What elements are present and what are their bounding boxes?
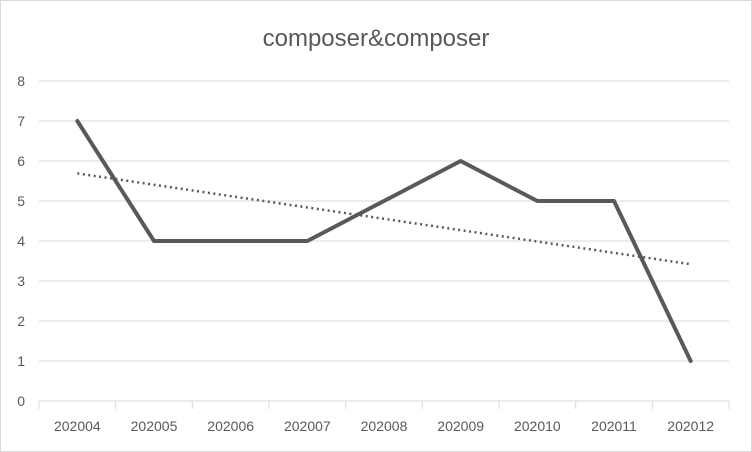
x-tick-label: 202007 (284, 418, 331, 434)
x-tick-label: 202006 (207, 418, 254, 434)
x-tick-label: 202008 (361, 418, 408, 434)
y-axis-ticks: 0 1 2 3 4 5 6 7 8 (17, 73, 25, 409)
chart-title: composer&composer (263, 25, 490, 52)
x-tick-label: 202010 (514, 418, 561, 434)
y-tick-label: 4 (17, 233, 25, 249)
trendline-layer (77, 172, 691, 266)
x-tick-label: 202009 (437, 418, 484, 434)
trendline (77, 172, 691, 266)
x-tick-label: 202005 (131, 418, 178, 434)
x-tick-label: 202011 (591, 418, 637, 434)
y-tick-label: 8 (17, 73, 25, 89)
x-tick-label: 202004 (54, 418, 101, 434)
x-axis-ticks: 202004 202005 202006 202007 202008 202009 2020… (38, 401, 730, 434)
gridlines (39, 80, 729, 402)
x-tick-label: 202012 (667, 418, 714, 434)
y-tick-label: 5 (17, 193, 25, 209)
series-layer (75, 119, 693, 363)
y-tick-label: 1 (17, 353, 25, 369)
y-tick-label: 3 (17, 273, 25, 289)
y-tick-label: 6 (17, 153, 25, 169)
y-tick-label: 0 (17, 393, 25, 409)
y-tick-label: 7 (17, 113, 25, 129)
y-tick-label: 2 (17, 313, 25, 329)
